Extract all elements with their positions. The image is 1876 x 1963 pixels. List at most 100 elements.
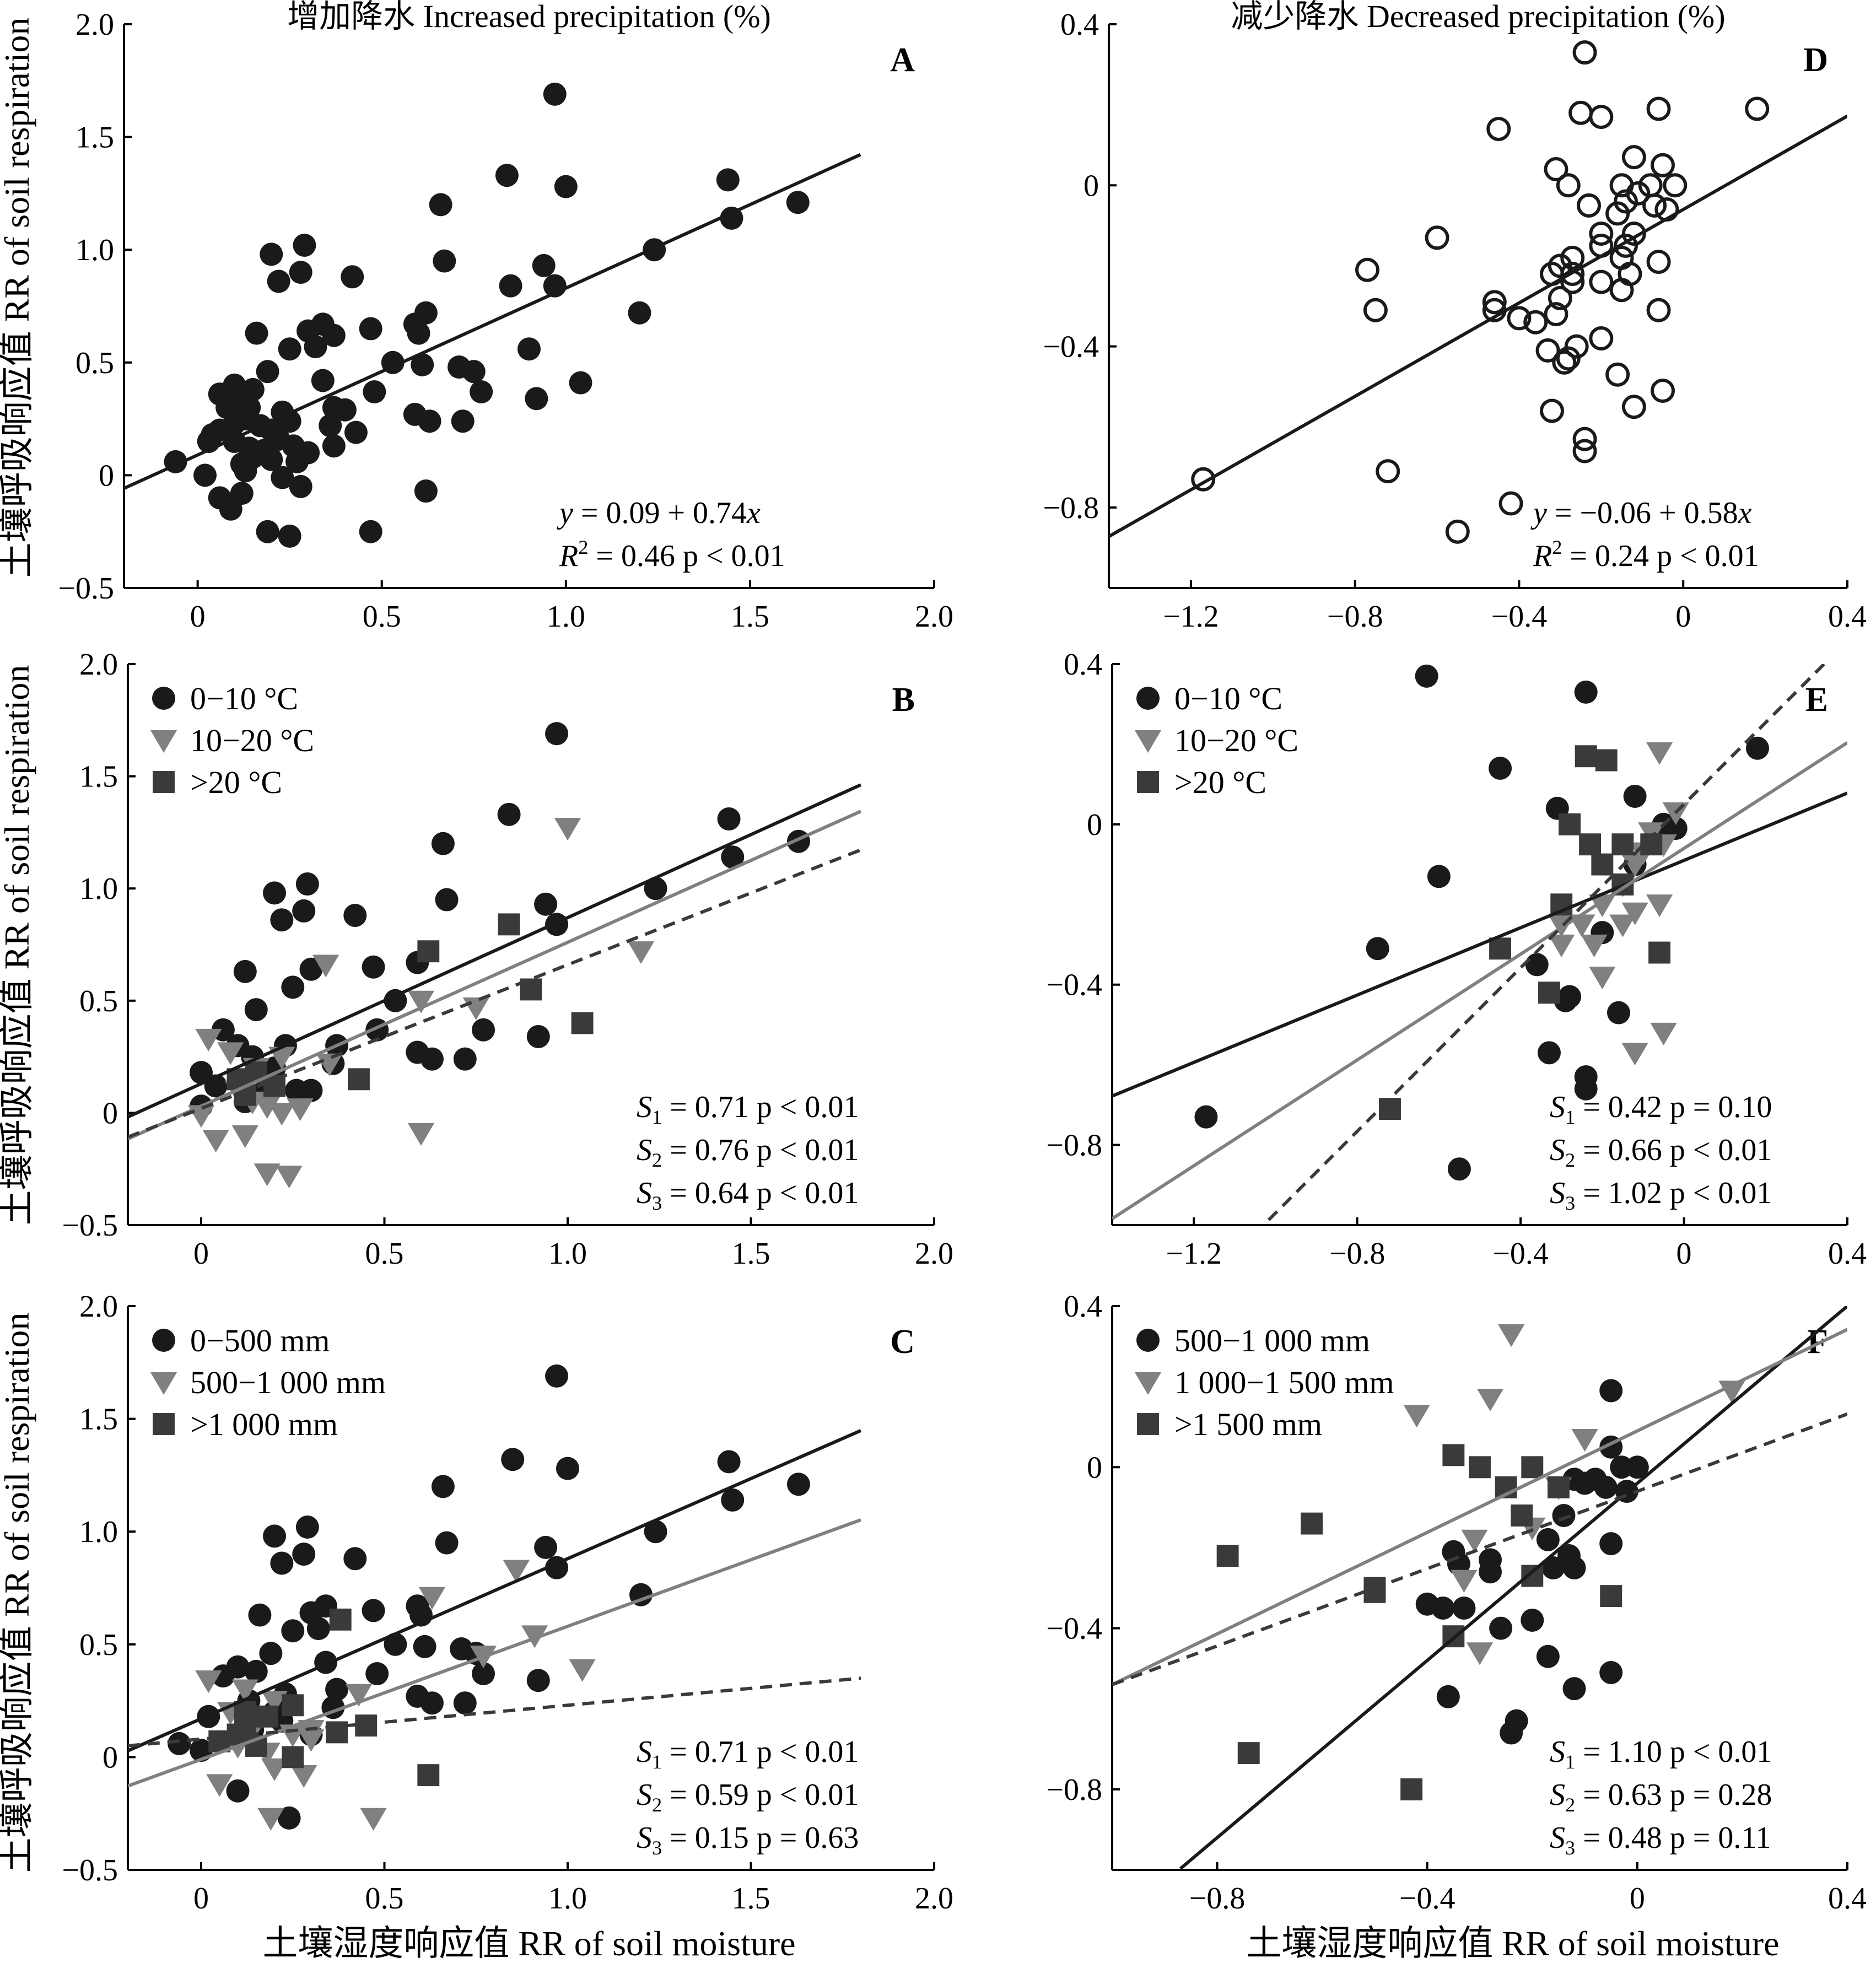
panel-e-point-s1	[1607, 1001, 1630, 1024]
panel-b-stat-line: S2 = 0.76 p < 0.01	[637, 1133, 859, 1171]
panel-a-fit-line-1	[124, 153, 861, 490]
panel-b-point-s1	[497, 802, 521, 826]
panel-a-point-s1	[359, 520, 382, 543]
panel-d-eq-body: = −0.06 + 0.58	[1547, 496, 1738, 530]
panel-a-point-s1	[341, 265, 364, 289]
panel-b-point-s1	[644, 877, 667, 900]
panel-e-y-tick-label: 0	[1087, 808, 1102, 842]
panel-d-point-s1	[1560, 262, 1585, 287]
panel-b-point-s1	[472, 1018, 495, 1042]
panel-c-stat-line-sub: 1	[652, 1751, 662, 1773]
panel-a-y-tick-label: 1.0	[76, 233, 114, 267]
panel-f-point-s1	[1599, 1532, 1623, 1556]
panel-c-point-s3	[326, 1721, 348, 1744]
panel-d-point-s1	[1609, 278, 1634, 303]
panel-e-regression-lines	[1112, 664, 1847, 1225]
panel-a-markers	[164, 82, 810, 548]
panel-f-point-s3	[1400, 1778, 1423, 1800]
panel-b-stat-line-s: S	[637, 1090, 652, 1124]
panel-e-stat-line-s: S	[1550, 1090, 1565, 1124]
panel-b-y-tick-label: 1.5	[79, 760, 118, 794]
panel-a-point-s1	[554, 175, 578, 198]
panel-c-stat-line-sub: 3	[652, 1837, 662, 1859]
y-axis-label-bottom: 土壤呼吸响应值 RR of soil respiration	[0, 1313, 36, 1873]
panel-b-panel-label: B	[892, 681, 915, 719]
panel-b-stat-line-sub: 1	[652, 1106, 662, 1128]
panel-e-point-s2	[1609, 914, 1636, 937]
panel-e-point-s1	[1623, 784, 1647, 808]
panel-d-point-s1	[1646, 96, 1671, 121]
panel-d-point-s1	[1621, 395, 1646, 419]
panel-b-stat-line-s: S	[637, 1176, 652, 1210]
panel-f-stat-line: S3 = 0.48 p = 0.11	[1550, 1821, 1771, 1859]
panel-f-point-s3	[1301, 1512, 1323, 1535]
panel-d-point-s1	[1605, 201, 1630, 226]
panel-e-point-s2	[1548, 934, 1575, 957]
panel-c-x-tick-label: 0	[193, 1881, 209, 1916]
panel-a-point-s1	[322, 323, 346, 347]
panel-a-y-tick-label: 0	[99, 459, 114, 493]
panel-c-point-s1	[362, 1599, 385, 1622]
panel-a-point-s1	[267, 269, 290, 293]
panel-b-stat-line-sub: 2	[652, 1149, 662, 1171]
panel-b-stat-line-sub: 3	[652, 1192, 662, 1214]
panel-b-stat-line: S3 = 0.64 p < 0.01	[637, 1176, 859, 1214]
panel-e-point-s3	[1611, 833, 1634, 856]
panel-b-x-tick-label: 0	[193, 1237, 209, 1271]
panel-e-stat-line-sub: 3	[1565, 1192, 1575, 1214]
panel-d-point-s1	[1548, 254, 1572, 278]
panel-b-point-s3	[498, 913, 520, 936]
panel-a-point-s1	[451, 409, 475, 433]
panel-f-y-tick-label: 0	[1087, 1450, 1102, 1485]
panel-f-stat-line: S2 = 0.63 p = 0.28	[1550, 1778, 1772, 1816]
panel-c-point-s2	[231, 1679, 258, 1702]
panel-d-panel-label: D	[1803, 41, 1828, 79]
panel-c-legend-label: 0−500 mm	[190, 1323, 330, 1358]
panel-f-point-s2	[1466, 1642, 1494, 1665]
panel-b-legend-marker	[150, 730, 177, 753]
panel-c-point-s3	[355, 1714, 378, 1737]
panel-b-stat-line-s: S	[637, 1133, 652, 1167]
panel-e-fit-line-1	[1112, 791, 1847, 1098]
panel-f-point-s3	[1547, 1476, 1570, 1498]
panel-a-x-tick-label: 1.0	[547, 600, 585, 634]
panel-b-legend-marker	[152, 687, 175, 710]
panel-e-point-s2	[1621, 902, 1648, 925]
panel-c-point-s1	[384, 1632, 407, 1656]
panel-a-x-tick-label: 0	[190, 600, 206, 634]
panel-e-x-tick-label: 0.4	[1828, 1237, 1867, 1271]
panel-a-point-s1	[543, 82, 567, 106]
panel-a-x-tick-label: 2.0	[915, 600, 953, 634]
panel-c-stat-line-rest: = 0.71 p < 0.01	[662, 1735, 859, 1769]
panel-b-point-s1	[299, 1078, 323, 1102]
panel-e-stat-line-rest: = 0.66 p < 0.01	[1575, 1133, 1772, 1167]
panel-c-point-s2	[360, 1808, 387, 1831]
panel-c-fit-line-3	[128, 1676, 861, 1748]
panel-f-stat-line-sub: 1	[1565, 1751, 1575, 1773]
panel-b-point-s2	[254, 1163, 281, 1187]
panel-d-point-s1	[1445, 519, 1470, 544]
panel-b-point-s1	[717, 807, 741, 831]
panel-a-point-s1	[462, 360, 486, 384]
panel-d-point-s1	[1572, 427, 1597, 451]
panel-c-legend-marker	[152, 1329, 175, 1352]
panel-b-fit-line-1	[128, 783, 862, 1119]
panel-b-point-s2	[195, 1028, 222, 1051]
panel-e-point-s1	[1427, 865, 1451, 888]
panel-c-point-s1	[501, 1448, 525, 1471]
panel-c-point-s1	[306, 1617, 330, 1641]
panel-b-point-s3	[417, 940, 440, 963]
panel-d-point-s1	[1614, 233, 1638, 258]
panel-c-stat-line: S2 = 0.59 p < 0.01	[637, 1778, 859, 1816]
panel-c-stat-line-s: S	[637, 1735, 652, 1769]
panel-a-eq-x: x	[746, 496, 761, 530]
panel-c-point-s1	[644, 1520, 667, 1544]
panel-c-legend-marker	[150, 1372, 177, 1395]
panel-c-y-tick-label: 1.0	[79, 1515, 118, 1549]
panel-e-point-s1	[1745, 736, 1769, 760]
panel-b-point-s2	[554, 818, 581, 841]
panel-c-point-s1	[248, 1603, 272, 1627]
panel-a-point-s1	[234, 459, 257, 483]
panel-d-point-s1	[1654, 197, 1679, 222]
panel-e-point-s1	[1366, 937, 1389, 961]
